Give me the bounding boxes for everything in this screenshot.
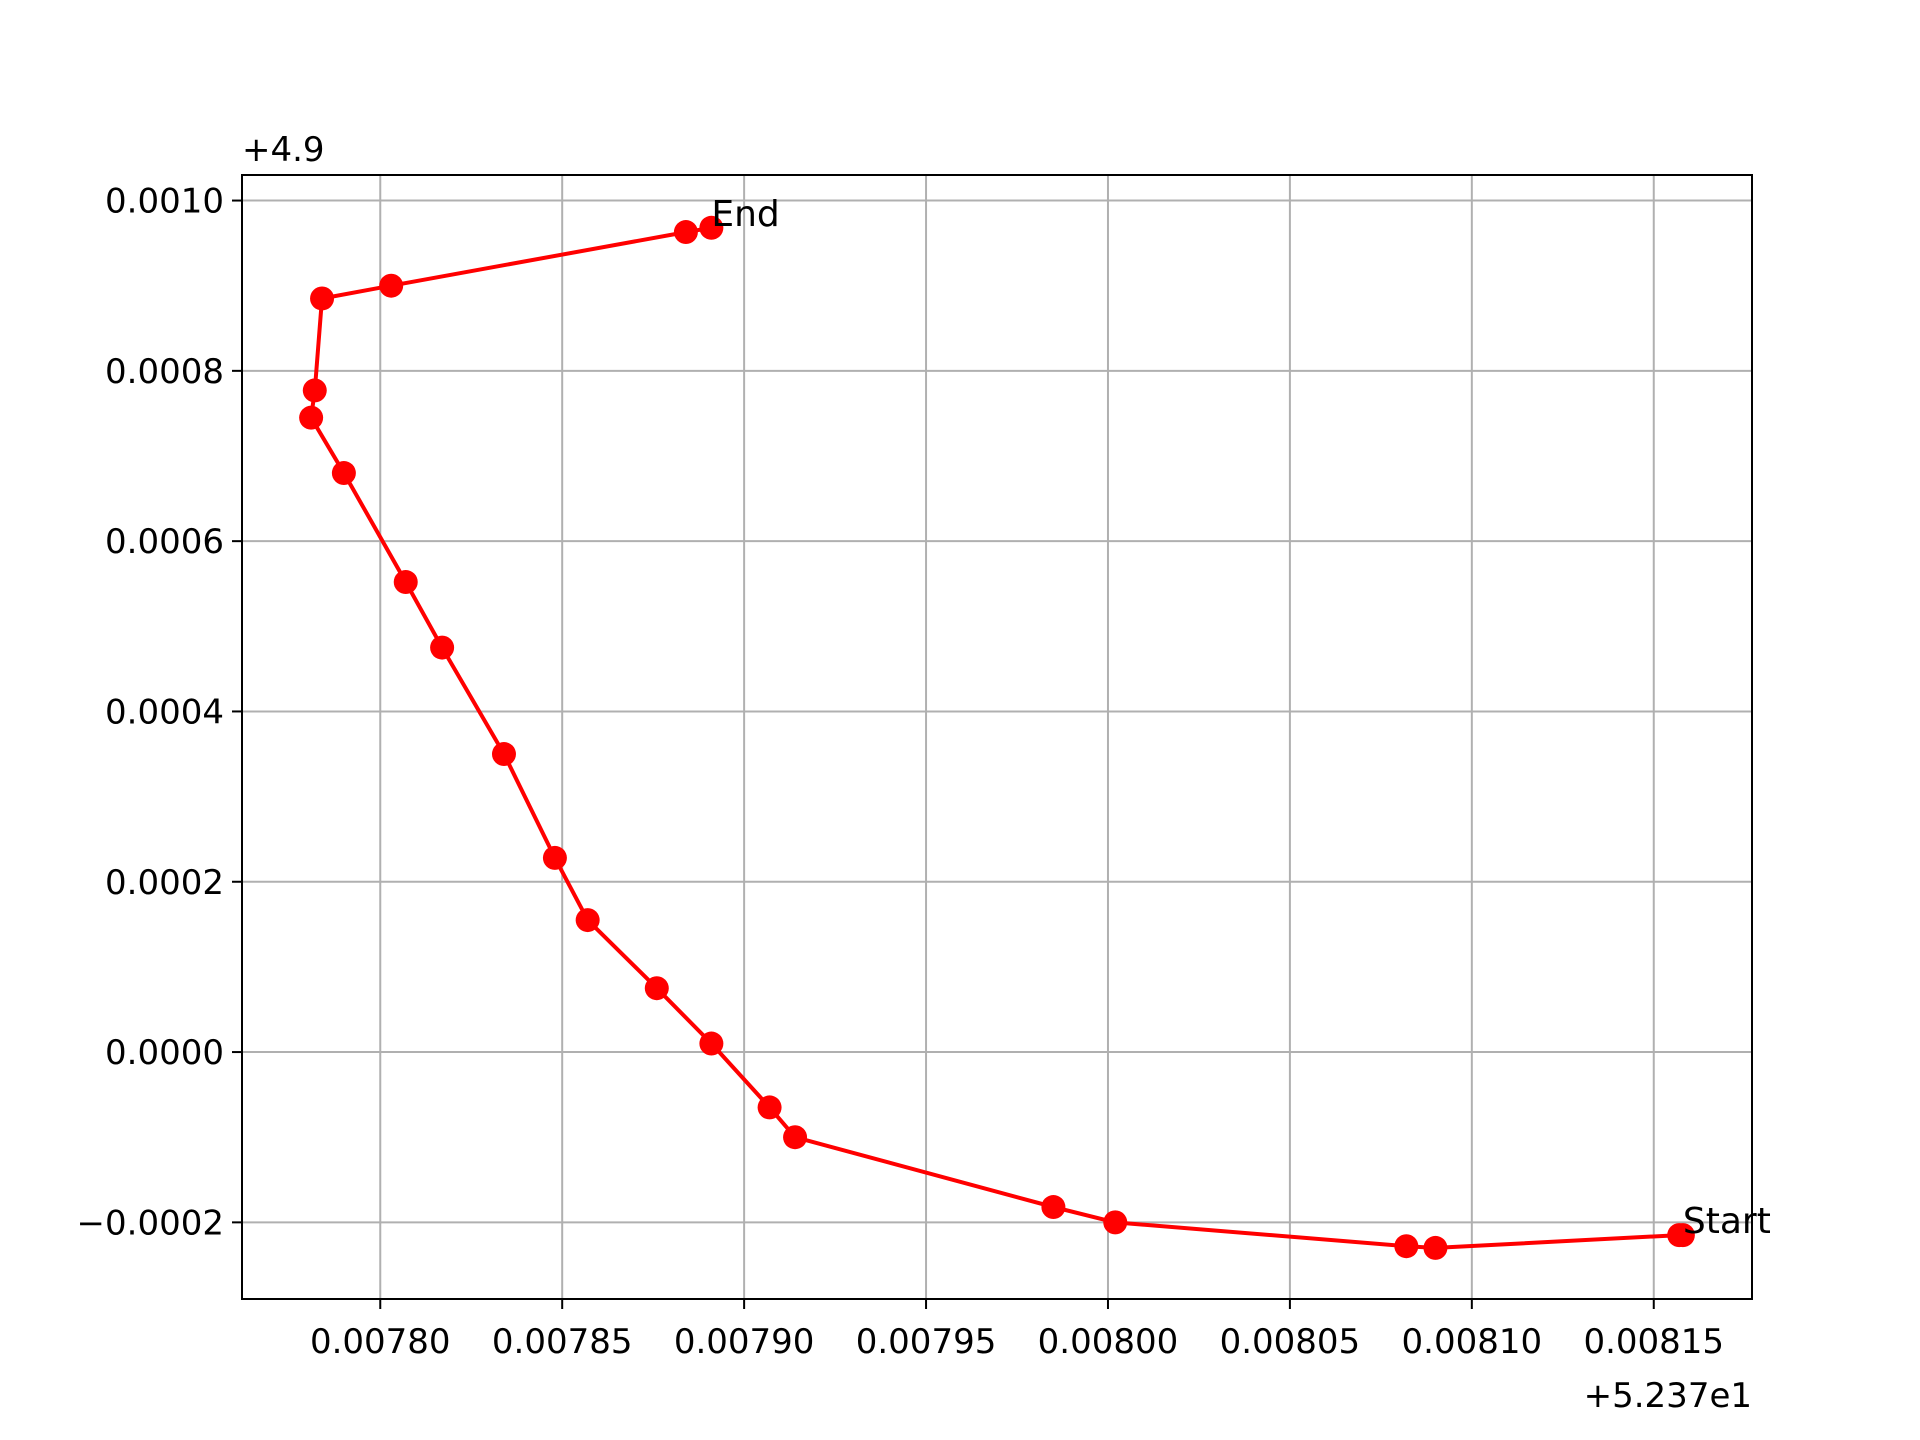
x-axis-offset-label: +5.237e1: [1584, 1376, 1752, 1416]
y-tick-label: −0.0002: [77, 1203, 224, 1243]
data-point: [430, 635, 455, 660]
plot-frame: [241, 174, 1753, 1300]
x-tick-label: 0.00815: [1583, 1322, 1724, 1362]
y-tick-label: 0.0004: [105, 692, 224, 732]
annotation-start: Start: [1683, 1201, 1771, 1242]
y-tick-label: 0.0008: [105, 352, 224, 392]
y-tick-label: 0.0002: [105, 863, 224, 903]
grid: [242, 175, 1752, 1299]
annotations: Start End: [711, 194, 1770, 1242]
data-series: [299, 215, 1695, 1260]
data-point: [1394, 1234, 1419, 1259]
data-point: [757, 1095, 782, 1120]
x-tick-label: 0.00800: [1038, 1322, 1179, 1362]
data-point: [379, 273, 404, 298]
axis-ticks: 0.00780 0.00785 0.00790 0.00795 0.00800 0.008…: [77, 182, 1725, 1362]
data-point: [331, 461, 356, 486]
y-tick-label: 0.0000: [105, 1033, 224, 1073]
data-point: [542, 845, 567, 870]
x-tick-label: 0.00790: [674, 1322, 815, 1362]
y-axis-offset-label: +4.9: [242, 130, 325, 170]
data-point: [699, 215, 724, 240]
data-point: [310, 286, 335, 311]
data-point: [302, 378, 327, 403]
data-point: [699, 1031, 724, 1056]
annotation-end: End: [711, 194, 779, 235]
x-tick-label: 0.00810: [1402, 1322, 1543, 1362]
data-point: [1423, 1235, 1448, 1260]
data-point: [673, 220, 698, 245]
data-point: [1103, 1210, 1128, 1235]
x-tick-label: 0.00795: [856, 1322, 997, 1362]
data-point: [783, 1125, 808, 1150]
x-tick-label: 0.00780: [310, 1322, 451, 1362]
data-point: [644, 976, 669, 1001]
data-point: [1667, 1223, 1692, 1248]
data-point: [299, 405, 324, 430]
x-tick-label: 0.00785: [492, 1322, 633, 1362]
y-tick-label: 0.0010: [105, 182, 224, 222]
series-line: [309, 225, 1683, 1250]
data-point: [575, 908, 600, 933]
data-point: [1041, 1195, 1066, 1220]
data-point: [491, 742, 516, 767]
data-point: [393, 570, 418, 595]
y-tick-label: 0.0006: [105, 522, 224, 562]
x-tick-label: 0.00805: [1220, 1322, 1361, 1362]
